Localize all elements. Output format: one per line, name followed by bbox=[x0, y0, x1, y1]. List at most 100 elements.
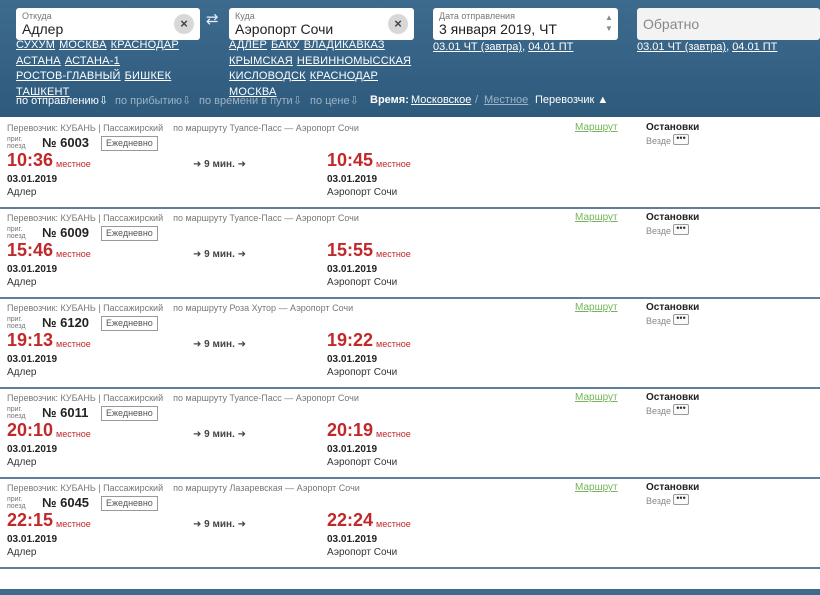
to-input[interactable]: Аэропорт Сочи bbox=[235, 21, 334, 37]
stops-everywhere: Везде bbox=[646, 316, 671, 326]
more-stops-button[interactable]: ••• bbox=[673, 404, 689, 415]
train-number[interactable]: № 6045 bbox=[42, 495, 90, 510]
arrival-station: Аэропорт Сочи bbox=[327, 457, 398, 468]
stops-everywhere: Везде bbox=[646, 136, 671, 146]
departure-local-label: местное bbox=[56, 249, 91, 259]
schedule-badge: Ежедневно bbox=[101, 136, 158, 151]
route-text: по маршруту Туапсе-Пасс — Аэропорт Сочи bbox=[173, 213, 359, 223]
carrier-text: Перевозчик: КУБАНЬ | Пассажирский bbox=[7, 303, 164, 313]
carrier-text: Перевозчик: КУБАНЬ | Пассажирский bbox=[7, 123, 164, 133]
bottom-strip bbox=[0, 589, 820, 595]
duration-text: 9 мин. bbox=[204, 339, 235, 350]
to-quick-link[interactable]: КРЫМСКАЯ bbox=[229, 54, 293, 67]
sort-by-price[interactable]: по цене⇩ bbox=[310, 95, 359, 107]
arrival-time: 22:24 bbox=[327, 510, 374, 530]
duration-text: 9 мин. bbox=[204, 159, 235, 170]
from-quick-link[interactable]: АСТАНА-1 bbox=[64, 54, 120, 67]
date-hint-next[interactable]: 04.01 ПТ bbox=[528, 41, 574, 53]
stops-label: Остановки bbox=[646, 482, 700, 493]
arrow-right-icon: ➜ bbox=[193, 519, 202, 530]
from-input[interactable]: Адлер bbox=[22, 21, 64, 37]
departure-local-label: местное bbox=[56, 159, 91, 169]
more-stops-button[interactable]: ••• bbox=[673, 224, 689, 235]
arrow-right-icon: ➜ bbox=[237, 429, 247, 440]
to-quick-link[interactable]: НЕВИННОМЫССКАЯ bbox=[296, 54, 412, 67]
route-text: по маршруту Туапсе-Пасс — Аэропорт Сочи bbox=[173, 123, 359, 133]
departure-time: 22:15 bbox=[7, 510, 54, 530]
from-quick-link[interactable]: БИШКЕК bbox=[124, 70, 172, 82]
more-stops-button[interactable]: ••• bbox=[673, 494, 689, 505]
schedule-badge: Ежедневно bbox=[101, 316, 158, 331]
stops-label: Остановки bbox=[646, 212, 700, 223]
to-quick-link[interactable]: БАКУ bbox=[271, 39, 300, 51]
departure-local-label: местное bbox=[56, 519, 91, 529]
date-caption: Дата отправления bbox=[439, 11, 515, 21]
departure-date: 03.01.2019 bbox=[7, 444, 58, 455]
departure-station: Адлер bbox=[7, 277, 37, 288]
from-field[interactable]: Откуда Адлер × bbox=[16, 8, 200, 40]
to-caption: Куда bbox=[235, 11, 255, 21]
departure-station: Адлер bbox=[7, 187, 37, 198]
from-quick-link[interactable]: ТАШКЕНТ bbox=[16, 85, 70, 98]
arrival-local-label: местное bbox=[376, 429, 411, 439]
sort-by-arrival[interactable]: по прибытию⇩ bbox=[115, 95, 192, 107]
return-hint-tomorrow[interactable]: 03.01 ЧТ (завтра) bbox=[637, 41, 727, 53]
duration: ➜ 9 мин. ➜ bbox=[193, 249, 246, 260]
stops-label: Остановки bbox=[646, 302, 700, 313]
to-quick-link[interactable]: АДЛЕР bbox=[229, 39, 268, 51]
to-field[interactable]: Куда Аэропорт Сочи × bbox=[229, 8, 414, 40]
return-input[interactable]: Обратно bbox=[643, 16, 700, 32]
stops-label: Остановки bbox=[646, 392, 700, 403]
train-number[interactable]: № 6120 bbox=[42, 315, 90, 330]
clear-from-icon[interactable]: × bbox=[174, 14, 194, 34]
from-quick-link[interactable]: РОСТОВ-ГЛАВНЫЙ bbox=[16, 70, 121, 82]
to-quick-link[interactable]: МОСКВА bbox=[229, 85, 277, 98]
return-field[interactable]: Обратно bbox=[637, 8, 820, 40]
time-moscow-link[interactable]: Московское bbox=[411, 94, 472, 106]
clear-to-icon[interactable]: × bbox=[388, 14, 408, 34]
route-link[interactable]: Маршрут bbox=[575, 392, 618, 403]
stops-everywhere: Везде bbox=[646, 496, 671, 506]
date-hint-tomorrow[interactable]: 03.01 ЧТ (завтра) bbox=[433, 41, 523, 53]
route-link[interactable]: Маршрут bbox=[575, 212, 618, 223]
date-spinner-icon[interactable]: ▲ ▼ bbox=[605, 13, 613, 33]
from-quick-links: СУХУМ МОСКВА КРАСНОДАР АСТАНА АСТАНА-1 РОСТОВ… bbox=[16, 38, 211, 100]
from-quick-link[interactable]: АСТАНА bbox=[16, 54, 61, 67]
duration-text: 9 мин. bbox=[204, 249, 235, 260]
to-quick-link[interactable]: КРАСНОДАР bbox=[309, 70, 378, 82]
from-quick-link[interactable]: СУХУМ bbox=[16, 39, 56, 51]
sort-by-departure[interactable]: по отправлению⇩ bbox=[16, 95, 109, 107]
from-quick-link[interactable]: КРАСНОДАР bbox=[110, 39, 179, 51]
arrival-station: Аэропорт Сочи bbox=[327, 187, 398, 198]
time-local-link[interactable]: Местное bbox=[484, 94, 529, 106]
arrival-time: 15:55 bbox=[327, 240, 374, 260]
route-link[interactable]: Маршрут bbox=[575, 122, 618, 133]
to-quick-link[interactable]: КИСЛОВОДСК bbox=[229, 70, 306, 82]
route-link[interactable]: Маршрут bbox=[575, 302, 618, 313]
arrival-local-label: местное bbox=[376, 249, 411, 259]
train-number[interactable]: № 6009 bbox=[42, 225, 90, 240]
departure-station: Адлер bbox=[7, 367, 37, 378]
swap-icon[interactable]: ⇄ bbox=[206, 11, 219, 28]
date-input[interactable]: 3 января 2019, ЧТ bbox=[439, 21, 557, 37]
time-separator: / bbox=[475, 94, 479, 106]
more-stops-button[interactable]: ••• bbox=[673, 314, 689, 325]
route-link[interactable]: Маршрут bbox=[575, 482, 618, 493]
train-kind: приг. поезд bbox=[7, 496, 26, 510]
more-stops-button[interactable]: ••• bbox=[673, 134, 689, 145]
train-kind: приг. поезд bbox=[7, 226, 26, 240]
arrival-time: 20:19 bbox=[327, 420, 374, 440]
train-kind: приг. поезд bbox=[7, 316, 26, 330]
train-number[interactable]: № 6011 bbox=[42, 405, 89, 420]
to-quick-link[interactable]: ВЛАДИКАВКАЗ bbox=[303, 39, 385, 51]
duration-text: 9 мин. bbox=[204, 429, 235, 440]
sort-by-travel-time[interactable]: по времени в пути⇩ bbox=[199, 95, 302, 107]
departure-station: Адлер bbox=[7, 547, 37, 558]
train-number[interactable]: № 6003 bbox=[42, 135, 90, 150]
sort-by-carrier[interactable]: Перевозчик ▲ bbox=[535, 94, 609, 106]
date-hints: 03.01 ЧТ (завтра), 04.01 ПТ bbox=[433, 41, 574, 53]
from-caption: Откуда bbox=[22, 11, 52, 21]
date-field[interactable]: Дата отправления 3 января 2019, ЧТ ▲ ▼ bbox=[433, 8, 618, 40]
return-hint-next[interactable]: 04.01 ПТ bbox=[732, 41, 778, 53]
from-quick-link[interactable]: МОСКВА bbox=[59, 39, 107, 51]
